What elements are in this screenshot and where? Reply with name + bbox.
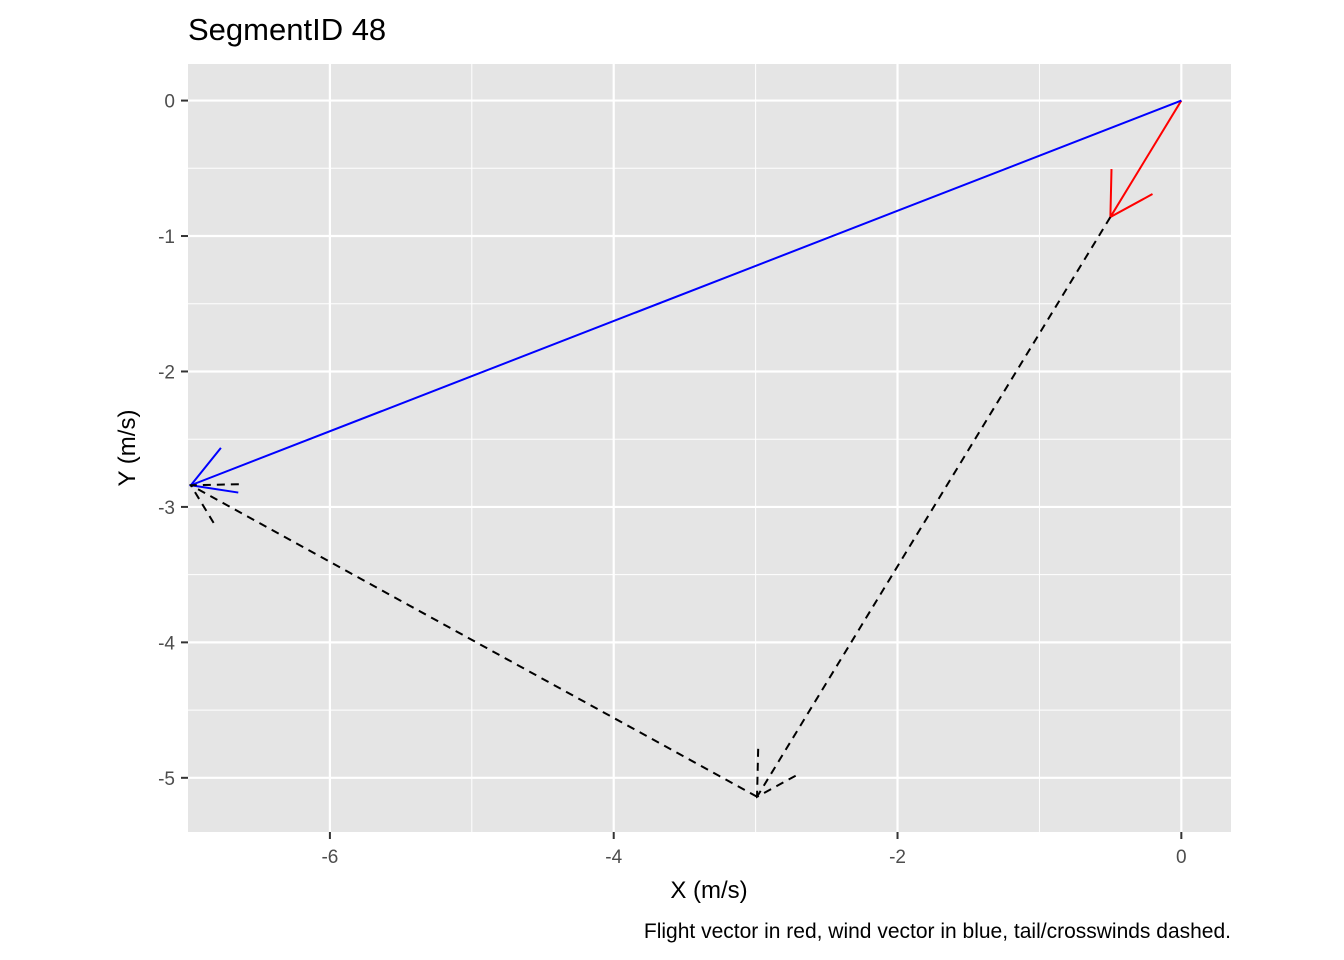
plot-panel [188, 64, 1231, 832]
y-axis-title: Y (m/s) [114, 410, 141, 487]
grid [188, 64, 1231, 832]
x-tick-label: 0 [1176, 847, 1187, 868]
y-tick-label: -4 [158, 633, 175, 654]
y-tick-label: -1 [158, 227, 175, 248]
x-axis-title: X (m/s) [670, 877, 747, 904]
tailwind-vector-line [756, 216, 1112, 798]
x-tick-label: -2 [889, 847, 906, 868]
wind-vector-line [190, 99, 1182, 487]
x-tick-label: -6 [321, 847, 338, 868]
chart-title: SegmentID 48 [188, 12, 386, 47]
chart-caption: Flight vector in red, wind vector in blu… [644, 920, 1231, 943]
x-axis: -6 -4 -2 0 [321, 832, 1187, 868]
y-tick-label: 0 [164, 92, 175, 113]
y-tick-label: -3 [158, 498, 175, 519]
crosswind-vector-line [190, 484, 758, 798]
crosswind-vector [189, 483, 758, 798]
flight-vector-line [1109, 100, 1183, 218]
x-tick-label: -4 [605, 847, 622, 868]
crosswind-vector-arrowhead [189, 483, 239, 527]
y-tick-label: -2 [158, 362, 175, 383]
y-tick-label: -5 [158, 769, 175, 790]
vectors [188, 99, 1183, 799]
y-axis: 0 -1 -2 -3 -4 -5 [158, 92, 188, 790]
